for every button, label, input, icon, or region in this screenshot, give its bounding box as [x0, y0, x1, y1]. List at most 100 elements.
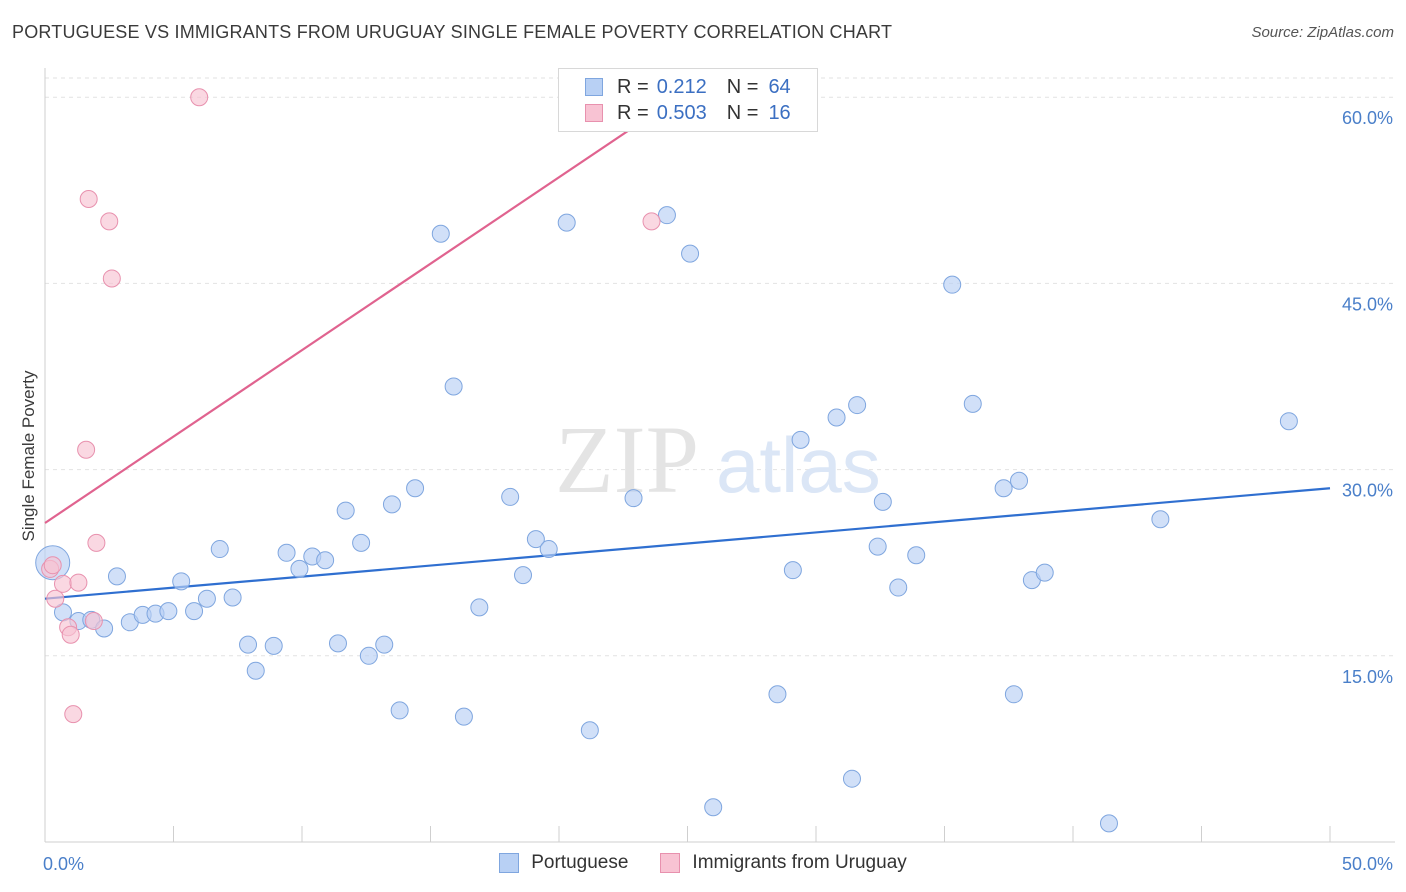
- point-portuguese: [704, 798, 723, 817]
- point-uruguay: [87, 533, 106, 552]
- legend-r-label: R =: [617, 75, 649, 98]
- point-portuguese: [159, 602, 178, 621]
- grid-lines: [45, 77, 1395, 657]
- y-tick-label: 60.0%: [1342, 108, 1393, 128]
- legend-swatch-pink: [585, 104, 603, 122]
- source-label: Source: ZipAtlas.com: [1251, 24, 1394, 41]
- y-axis-title: Single Female Poverty: [19, 370, 38, 542]
- series-legend: Portuguese Immigrants from Uruguay: [0, 852, 1406, 874]
- legend-item-portuguese[interactable]: Portuguese: [499, 852, 628, 874]
- point-uruguay: [102, 269, 121, 288]
- point-portuguese: [210, 540, 229, 559]
- point-portuguese: [290, 559, 309, 578]
- point-portuguese: [390, 701, 409, 720]
- point-portuguese: [783, 561, 802, 580]
- point-uruguay: [190, 88, 209, 107]
- point-portuguese: [580, 721, 599, 740]
- point-portuguese: [557, 213, 576, 232]
- point-portuguese: [352, 533, 371, 552]
- data-points: [35, 88, 1298, 833]
- point-portuguese: [943, 275, 962, 294]
- legend-label-portuguese: Portuguese: [531, 852, 629, 873]
- x-tick-label-max: 50.0%: [1342, 854, 1393, 874]
- legend-row-uruguay: R = 0.503 N = 16: [585, 100, 791, 126]
- legend-n-label: N =: [726, 101, 759, 124]
- axis-labels: 15.0% 30.0% 45.0% 60.0% 0.0% 50.0% Single Fema…: [19, 108, 1393, 874]
- point-uruguay: [84, 612, 103, 631]
- point-uruguay: [69, 573, 88, 592]
- point-portuguese: [768, 685, 787, 704]
- point-portuguese: [1004, 685, 1023, 704]
- point-portuguese: [172, 572, 191, 591]
- point-uruguay: [642, 212, 661, 231]
- legend-label-uruguay: Immigrants from Uruguay: [692, 852, 907, 873]
- point-portuguese: [624, 489, 643, 508]
- point-portuguese: [406, 479, 425, 498]
- x-tick-label-min: 0.0%: [43, 854, 84, 874]
- point-portuguese: [264, 636, 283, 655]
- point-portuguese: [470, 598, 489, 617]
- point-portuguese: [681, 244, 700, 263]
- point-portuguese: [1099, 814, 1118, 833]
- point-portuguese: [1010, 471, 1029, 490]
- point-portuguese: [185, 602, 204, 621]
- point-portuguese: [1279, 412, 1298, 431]
- point-portuguese: [246, 661, 265, 680]
- point-portuguese: [359, 646, 378, 665]
- trend-lines: [44, 103, 1331, 600]
- point-portuguese: [197, 589, 216, 608]
- point-portuguese: [316, 551, 335, 570]
- trend-line-portuguese: [44, 487, 1331, 600]
- point-uruguay: [53, 574, 72, 593]
- point-portuguese: [501, 487, 520, 506]
- legend-row-portuguese: R = 0.212 N = 64: [585, 74, 791, 100]
- point-portuguese: [223, 588, 242, 607]
- point-portuguese: [514, 566, 533, 585]
- point-portuguese: [1151, 510, 1170, 529]
- point-uruguay: [77, 440, 96, 459]
- point-portuguese: [791, 430, 810, 449]
- point-portuguese: [827, 408, 846, 427]
- legend-swatch-blue: [585, 78, 603, 96]
- point-portuguese: [328, 634, 347, 653]
- legend-r-value: 0.212: [656, 75, 707, 98]
- point-portuguese: [1035, 563, 1054, 582]
- point-uruguay: [100, 212, 119, 231]
- point-portuguese: [336, 501, 355, 520]
- point-portuguese: [277, 543, 296, 562]
- point-portuguese: [842, 769, 861, 788]
- point-portuguese: [907, 546, 926, 565]
- point-uruguay: [79, 190, 98, 209]
- point-portuguese: [539, 540, 558, 559]
- chart-title: PORTUGUESE VS IMMIGRANTS FROM URUGUAY SI…: [12, 22, 893, 42]
- legend-r-label: R =: [617, 101, 649, 124]
- point-portuguese: [994, 479, 1013, 498]
- point-portuguese: [889, 578, 908, 597]
- point-portuguese: [454, 707, 473, 726]
- legend-item-uruguay[interactable]: Immigrants from Uruguay: [660, 852, 907, 874]
- stats-legend: R = 0.212 N = 64 R = 0.503 N = 16: [558, 68, 818, 132]
- trend-line-uruguay: [44, 103, 668, 524]
- legend-n-value: 64: [768, 75, 791, 98]
- point-portuguese: [657, 206, 676, 225]
- point-portuguese: [375, 635, 394, 654]
- axes: [44, 68, 1395, 843]
- legend-swatch-portuguese: [499, 853, 520, 873]
- point-portuguese: [848, 396, 867, 415]
- y-tick-label: 30.0%: [1342, 481, 1393, 501]
- point-portuguese: [526, 530, 545, 549]
- legend-n-label: N =: [726, 75, 759, 98]
- y-tick-label: 45.0%: [1342, 294, 1393, 314]
- point-portuguese: [382, 495, 401, 514]
- legend-r-value: 0.503: [656, 101, 707, 124]
- point-uruguay: [46, 589, 65, 608]
- point-portuguese: [868, 537, 887, 556]
- point-portuguese: [444, 377, 463, 396]
- point-portuguese: [431, 224, 450, 243]
- point-uruguay: [61, 625, 80, 644]
- point-portuguese: [107, 567, 126, 586]
- y-tick-label: 15.0%: [1342, 667, 1393, 687]
- point-uruguay: [64, 705, 83, 724]
- point-portuguese: [239, 635, 258, 654]
